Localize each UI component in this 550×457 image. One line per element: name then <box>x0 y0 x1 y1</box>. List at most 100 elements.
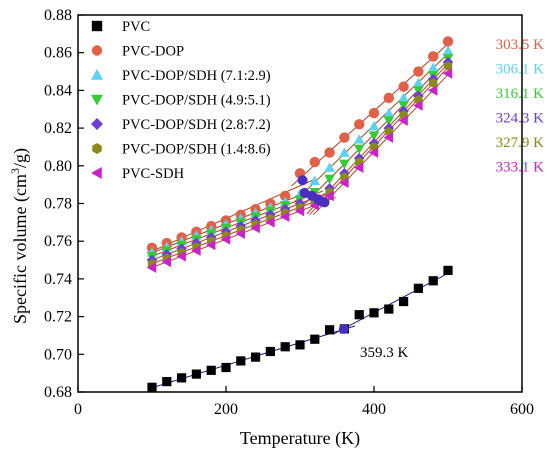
data-point <box>324 190 334 202</box>
data-point <box>279 211 290 222</box>
data-point <box>443 61 453 71</box>
tg-label: 303.5 K <box>496 37 545 53</box>
data-point <box>442 45 454 56</box>
data-point <box>280 342 290 352</box>
tg-label: 333.1 K <box>496 160 545 176</box>
data-point <box>383 92 394 104</box>
data-point <box>339 147 350 157</box>
data-point <box>413 283 423 293</box>
data-point <box>398 115 408 126</box>
data-point <box>427 85 438 96</box>
data-point <box>429 78 438 88</box>
y-tick-label: 0.76 <box>44 233 72 250</box>
y-tick-label: 0.84 <box>44 82 72 99</box>
legend-marker <box>91 94 103 106</box>
data-point <box>339 132 350 143</box>
data-point <box>324 147 335 158</box>
tg-label: 316.1 K <box>496 86 545 102</box>
data-point <box>251 352 261 362</box>
tg-point <box>297 175 308 186</box>
legend-marker <box>91 118 103 130</box>
legend-marker <box>92 143 102 154</box>
data-point <box>146 262 157 273</box>
data-point <box>353 134 365 144</box>
legend-marker <box>91 69 103 80</box>
data-point <box>339 159 350 170</box>
data-point <box>206 365 216 375</box>
legend-marker <box>91 167 102 179</box>
fit-line-glassy <box>151 190 324 257</box>
data-point <box>354 310 364 320</box>
x-tick-label: 400 <box>362 401 386 418</box>
data-point <box>413 77 424 88</box>
data-point <box>235 228 246 239</box>
legend-label: PVC-DOP/SDH (2.8:7.2) <box>122 117 271 133</box>
data-point <box>295 340 305 350</box>
data-point <box>442 68 453 79</box>
data-point <box>325 325 335 335</box>
x-axis-ticks: 0 200 400 600 <box>74 386 534 418</box>
tg-markers <box>297 175 349 334</box>
fit-line-glassy <box>151 188 316 254</box>
data-point <box>339 177 349 189</box>
data-point <box>383 132 394 143</box>
data-point <box>399 296 409 307</box>
x-tick-label: 200 <box>214 401 238 418</box>
y-tick-label: 0.82 <box>44 120 72 137</box>
data-point <box>369 308 379 318</box>
data-point <box>354 119 365 130</box>
tg-labels: 359.3 K 303.5 K 306.1 K 316.1 K 324.3 K 327.9… <box>360 37 544 361</box>
data-point <box>221 362 231 373</box>
legend-marker <box>91 20 103 32</box>
legend-label: PVC-DOP <box>122 44 184 60</box>
data-point <box>236 356 246 366</box>
data-point <box>310 334 320 344</box>
legend-label: PVC-DOP/SDH (4.9:5.1) <box>122 93 271 109</box>
data-point <box>398 81 409 92</box>
legend-label: PVC <box>122 19 150 35</box>
data-point <box>427 62 439 73</box>
data-point <box>368 147 379 158</box>
y-tick-label: 0.68 <box>44 384 72 401</box>
legend: PVC PVC-DOP PVC-DOP/SDH (7.1:2.9) PVC-DOP/S… <box>91 19 271 182</box>
data-point <box>309 156 320 168</box>
tg-label: 324.3 K <box>496 111 545 127</box>
data-point <box>353 144 365 155</box>
legend-label: PVC-DOP/SDH (7.1:2.9) <box>122 68 271 84</box>
fit-line-rubbery <box>313 74 449 216</box>
data-point <box>147 382 157 392</box>
x-tick-label: 600 <box>510 401 534 418</box>
data-point <box>250 222 260 234</box>
data-point <box>309 175 321 186</box>
legend-label: PVC-DOP/SDH (1.4:8.6) <box>122 142 271 158</box>
data-point <box>280 190 291 202</box>
data-point <box>324 174 335 185</box>
y-axis-ticks: 0.68 0.70 0.72 0.74 0.76 0.78 0.80 0.82 0.84 0.86… <box>44 7 84 401</box>
data-point <box>443 265 453 276</box>
y-axis-title: Specific volume (cm3/g) <box>8 148 31 324</box>
data-point <box>191 245 201 256</box>
data-point <box>177 373 187 383</box>
y-tick-label: 0.70 <box>44 346 72 363</box>
data-point <box>161 256 172 268</box>
tg-label: 327.9 K <box>496 135 545 151</box>
x-tick-label: 0 <box>74 401 82 418</box>
y-tick-label: 0.86 <box>44 45 72 62</box>
data-point <box>384 304 394 314</box>
tg-point <box>338 323 349 334</box>
data-point <box>294 205 305 217</box>
data-point <box>442 36 454 47</box>
data-point <box>205 239 216 251</box>
y-tick-label: 0.74 <box>44 271 72 288</box>
data-point <box>383 107 395 118</box>
y-tick-label: 0.78 <box>44 196 72 213</box>
data-point <box>398 92 409 103</box>
x-axis-title: Temperature (K) <box>240 428 360 449</box>
data-point <box>162 377 172 387</box>
data-point <box>265 346 275 357</box>
data-point <box>220 234 231 245</box>
data-point <box>368 131 380 141</box>
data-point <box>368 107 380 119</box>
tg-label: 359.3 K <box>360 345 409 361</box>
